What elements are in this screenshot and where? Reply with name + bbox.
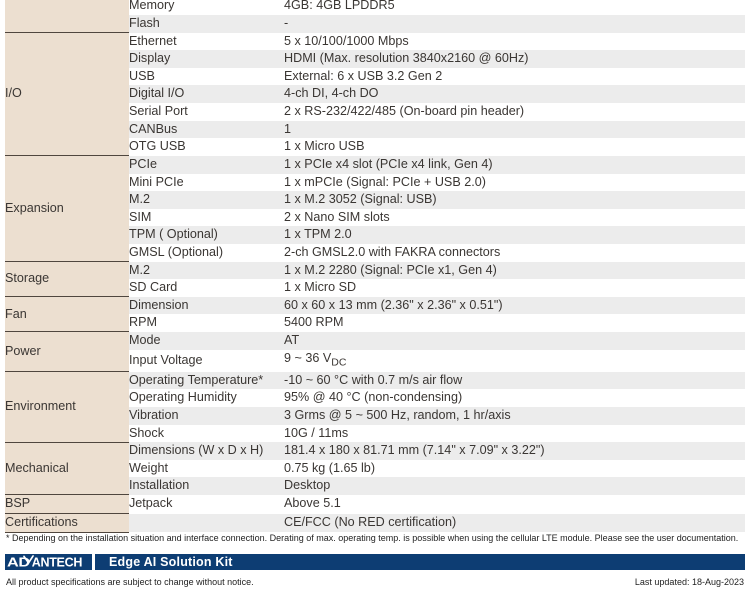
svg-text:AD: AD xyxy=(7,555,30,570)
svg-text:ANTECH: ANTECH xyxy=(32,555,82,570)
